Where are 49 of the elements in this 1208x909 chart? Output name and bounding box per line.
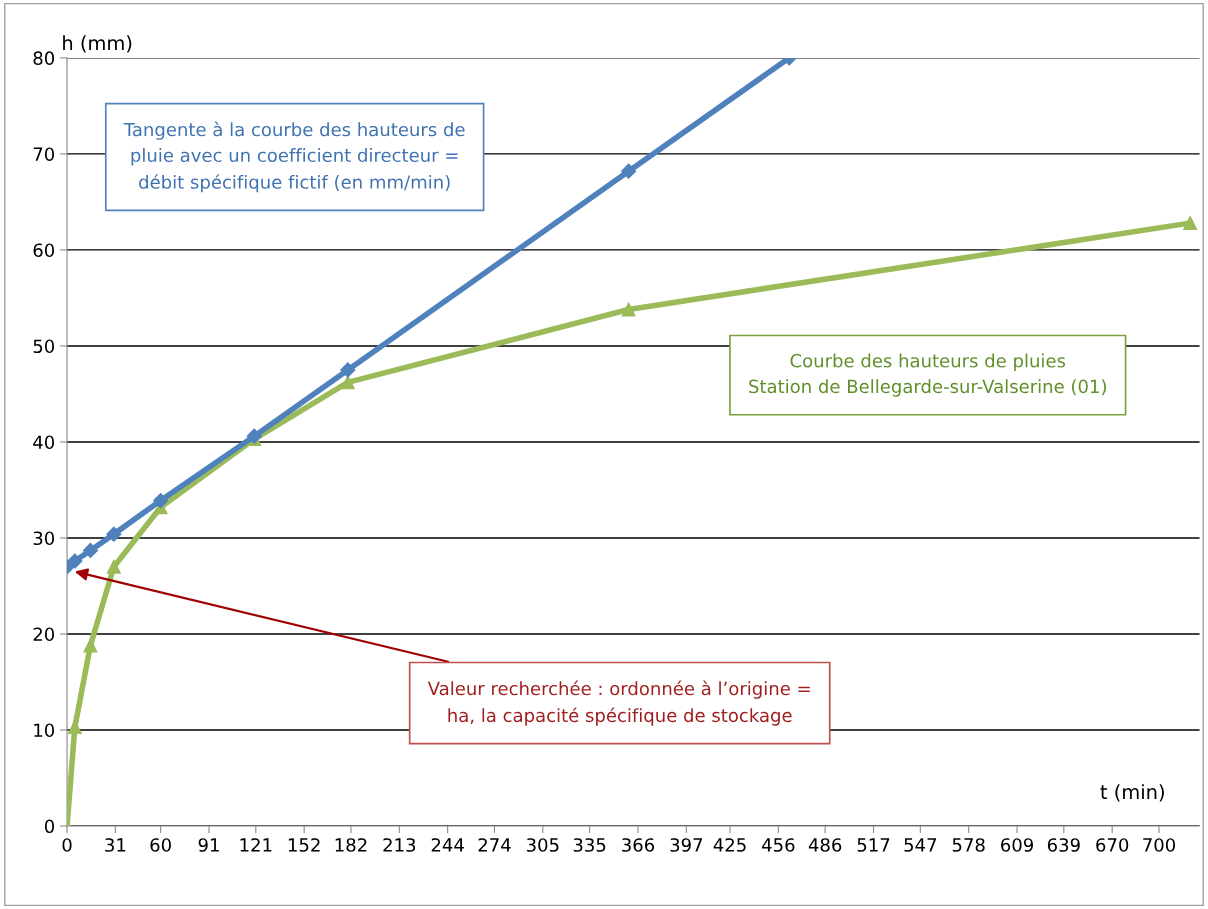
point: [106, 559, 121, 574]
x-tick-label: 517: [857, 838, 890, 852]
point: [1183, 216, 1198, 230]
point: [621, 163, 637, 179]
y-tick-label: 10: [34, 723, 55, 738]
x-tick-label: 182: [335, 838, 367, 852]
y-tick-label: 60: [33, 243, 55, 258]
x-tick-label: 639: [1047, 838, 1080, 852]
x-axis-title: t (min): [1100, 784, 1164, 802]
y-tick-label: 70: [33, 147, 55, 162]
x-tick-label: 547: [904, 838, 937, 852]
x-tick-label: 0: [62, 838, 72, 852]
y-tick-label: 20: [33, 627, 55, 642]
x-tick-label: 609: [1001, 838, 1033, 852]
x-tick-label: 152: [288, 838, 320, 852]
annotation: Tangente à la courbe des hauteurs de pluie avec un coefficient directeur = débit spécifique fictif (en mm/min): [123, 121, 465, 193]
x-tick-label: 456: [762, 838, 795, 852]
x-tick-label: 578: [952, 838, 985, 852]
x-tick-label: 335: [573, 838, 606, 852]
x-tick-label: 121: [240, 838, 272, 852]
x-tick-label: 244: [431, 838, 464, 852]
y-tick-label: 0: [44, 819, 55, 834]
point: [153, 492, 169, 509]
x-tick-label: 486: [808, 838, 842, 852]
annotation: Valeur recherchée : ordonnée à l’origine = ha, la capacité spécifique de stockage: [427, 680, 810, 726]
annotation: Courbe des hauteurs de pluies Station de Bellegarde-sur-Valserine (01): [749, 353, 1106, 397]
y-tick-label: 50: [33, 339, 55, 354]
point: [621, 302, 636, 317]
x-tick-label: 670: [1096, 838, 1129, 852]
point: [340, 375, 355, 390]
x-tick-label: 60: [150, 838, 171, 852]
point: [340, 362, 356, 378]
x-tick-label: 274: [478, 838, 511, 852]
x-tick-label: 305: [526, 838, 559, 852]
x-tick-label: 91: [198, 838, 219, 852]
x-tick-label: 366: [622, 838, 655, 852]
x-tick-label: 397: [670, 838, 703, 852]
y-tick-label: 40: [33, 435, 55, 450]
point: [67, 553, 83, 569]
point: [106, 526, 122, 542]
x-tick-label: 31: [105, 838, 126, 852]
y-axis-title: h (mm): [63, 35, 132, 53]
x-tick-label: 213: [383, 838, 416, 852]
x-tick-label: 425: [713, 838, 746, 852]
y-tick-label: 80: [33, 51, 55, 66]
y-tick-label: 30: [33, 531, 55, 546]
point: [82, 542, 99, 559]
point: [83, 638, 98, 653]
x-tick-label: 700: [1143, 838, 1176, 852]
